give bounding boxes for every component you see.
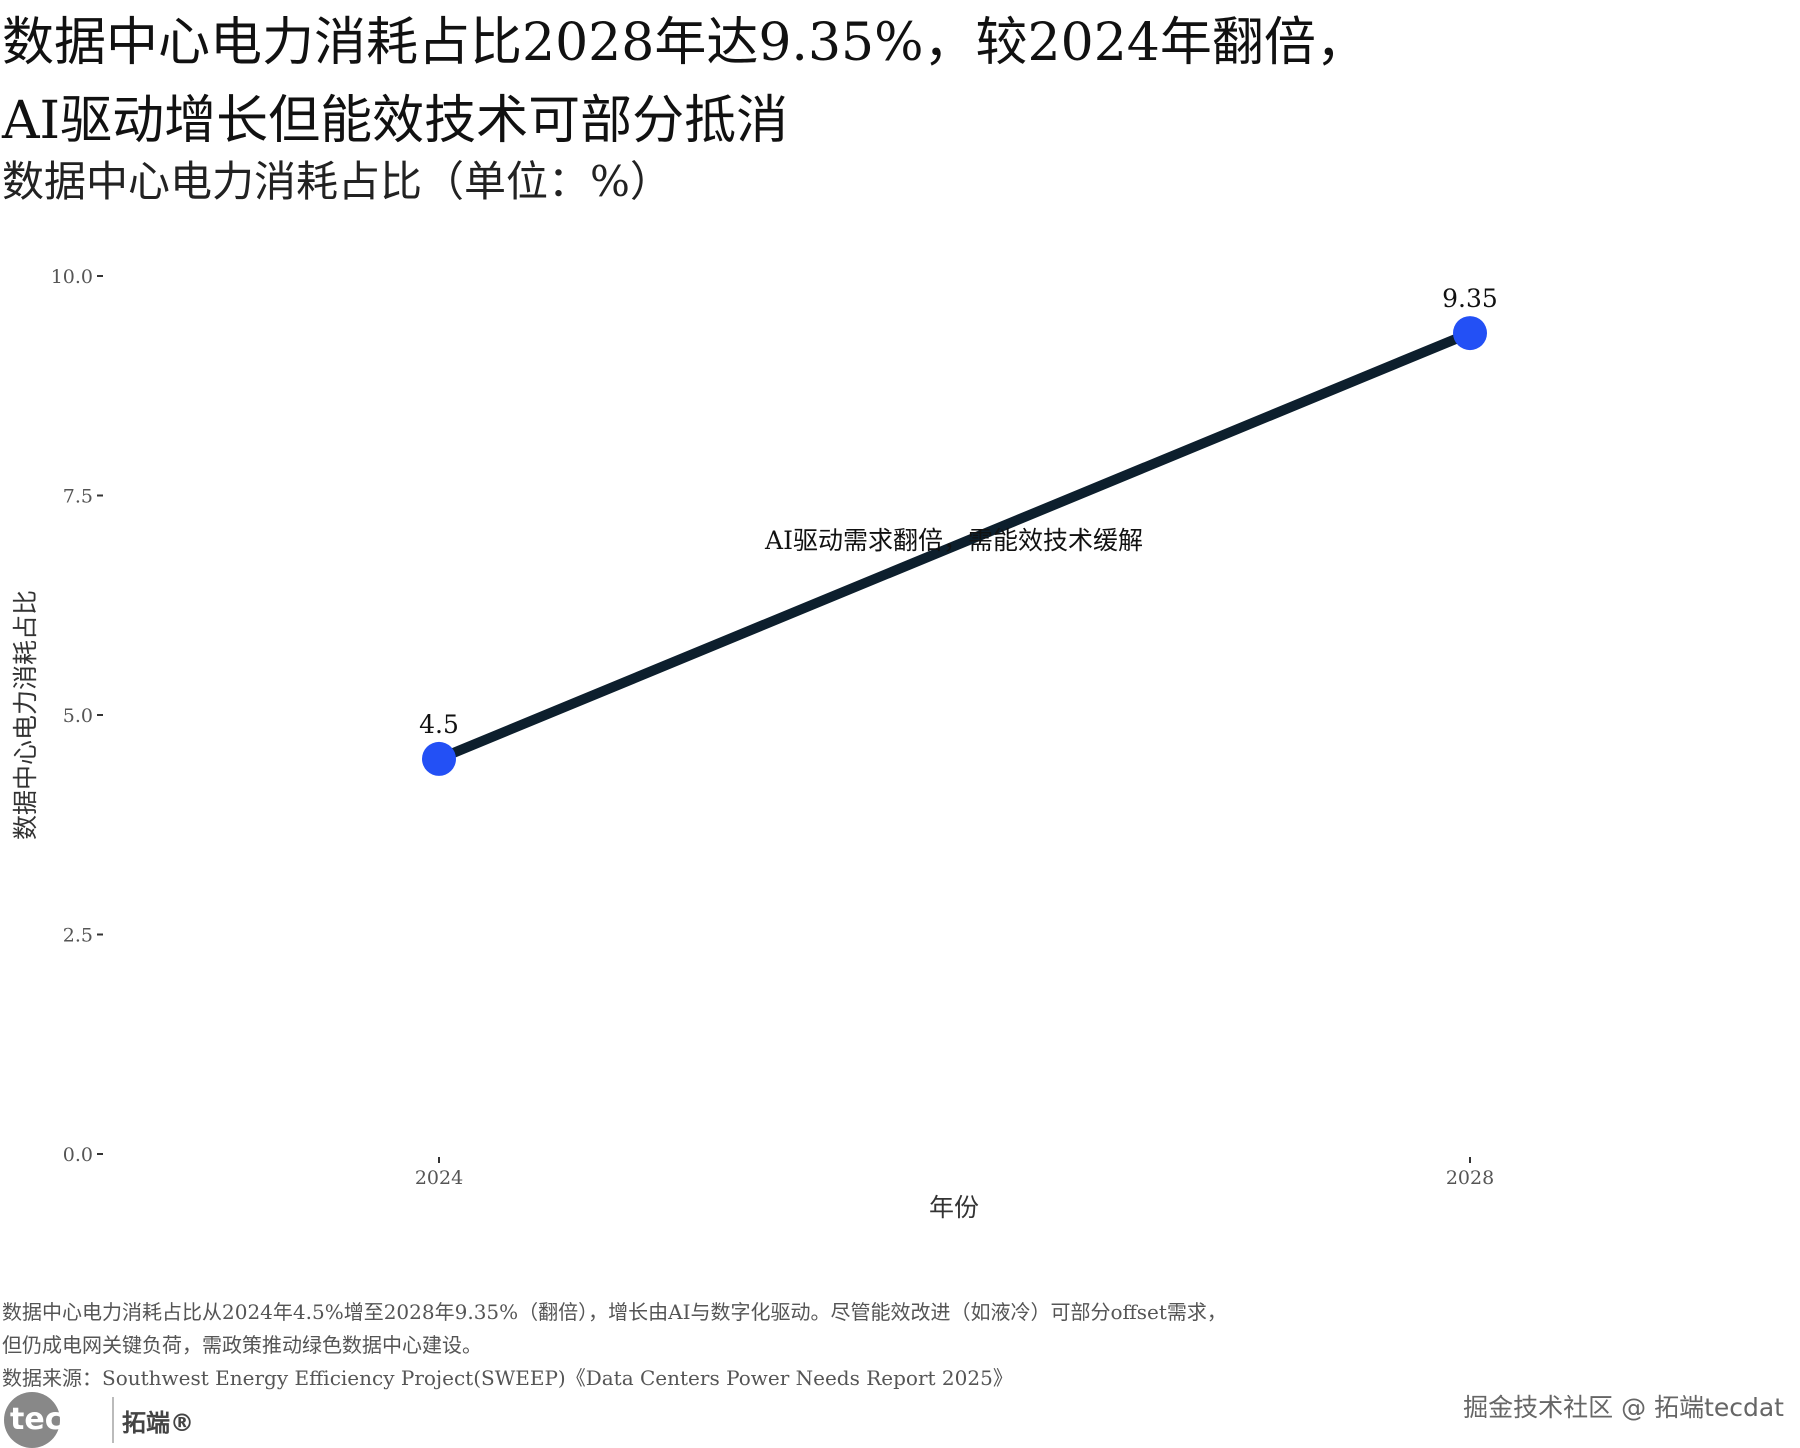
x-tick-label: 2024 bbox=[415, 1167, 463, 1189]
y-tick-label: 2.5 bbox=[63, 925, 93, 947]
chart-subtitle: 数据中心电力消耗占比（单位：%） bbox=[2, 157, 672, 206]
watermark: 掘金技术社区 @ 拓端tecdat bbox=[1463, 1393, 1784, 1422]
logo-divider bbox=[112, 1397, 114, 1443]
title-line-2: AI驱动增长但能效技术可部分抵消 bbox=[2, 91, 789, 151]
logo-mark: tecdat bbox=[4, 1392, 119, 1448]
annotation: AI驱动需求翻倍，需能效技术缓解 bbox=[764, 526, 1143, 555]
data-point bbox=[1453, 316, 1487, 351]
caption-line-1: 数据中心电力消耗占比从2024年4.5%增至2028年9.35%（翻倍），增长由… bbox=[2, 1300, 1227, 1324]
caption: 数据中心电力消耗占比从2024年4.5%增至2028年9.35%（翻倍），增长由… bbox=[2, 1296, 1227, 1395]
tecdat-logo: tecdat 拓端® bbox=[4, 1392, 194, 1448]
data-label: 4.5 bbox=[419, 710, 459, 739]
x-tick-label: 2028 bbox=[1446, 1167, 1494, 1189]
y-tick-label: 10.0 bbox=[51, 266, 93, 288]
y-tick-label: 7.5 bbox=[63, 486, 93, 508]
data-point bbox=[422, 741, 456, 776]
y-tick-label: 0.0 bbox=[63, 1144, 93, 1166]
source-note: 数据来源：Southwest Energy Efficiency Project… bbox=[2, 1366, 1013, 1390]
caption-line-2: 但仍成电网关键负荷，需政策推动绿色数据中心建设。 bbox=[2, 1333, 482, 1357]
series-line bbox=[434, 328, 1475, 764]
chart-title: 数据中心电力消耗占比2028年达9.35%，较2024年翻倍， AI驱动增长但能… bbox=[2, 4, 1368, 160]
data-label: 9.35 bbox=[1442, 284, 1498, 313]
y-tick-label: 5.0 bbox=[63, 705, 93, 727]
logo-cn-text: 拓端® bbox=[122, 1408, 194, 1437]
line-chart: 0.02.55.07.510.0 2024 2028 数据中心电力消耗占比 年份 … bbox=[11, 266, 1498, 1222]
title-line-1: 数据中心电力消耗占比2028年达9.35%，较2024年翻倍， bbox=[2, 13, 1368, 73]
x-axis-label: 年份 bbox=[929, 1193, 979, 1222]
y-axis-label: 数据中心电力消耗占比 bbox=[11, 590, 40, 840]
